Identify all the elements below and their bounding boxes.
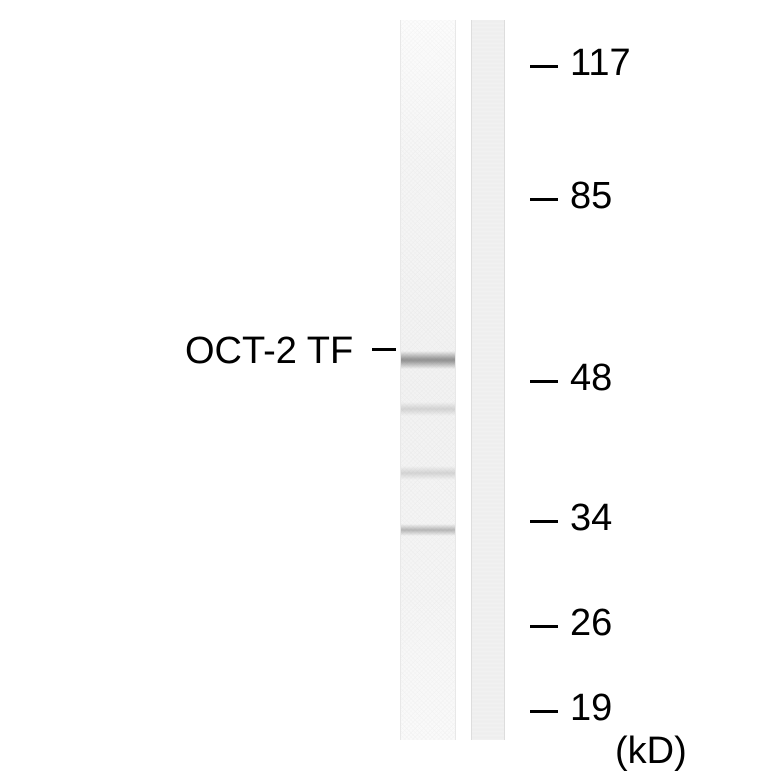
protein-tick xyxy=(372,348,396,351)
protein-label: OCT-2 TF xyxy=(185,330,353,373)
marker-tick xyxy=(530,520,558,523)
western-blot-figure: OCT-2 TF 1178548342619 (kD) xyxy=(0,0,764,764)
blot-lane-marker xyxy=(471,20,505,740)
marker-label: 117 xyxy=(570,42,631,85)
blot-lane-sample xyxy=(400,20,456,740)
marker-tick xyxy=(530,710,558,713)
marker-tick xyxy=(530,380,558,383)
lane-texture xyxy=(401,20,455,740)
unit-label: (kD) xyxy=(615,730,687,773)
marker-label: 26 xyxy=(570,602,612,645)
protein-band xyxy=(401,402,455,416)
marker-tick xyxy=(530,198,558,201)
marker-label: 48 xyxy=(570,357,612,400)
marker-label: 34 xyxy=(570,497,612,540)
protein-band xyxy=(401,351,455,369)
marker-tick xyxy=(530,65,558,68)
marker-label: 85 xyxy=(570,175,612,218)
protein-band xyxy=(401,466,455,480)
marker-tick xyxy=(530,625,558,628)
marker-label: 19 xyxy=(570,687,612,730)
protein-band xyxy=(401,524,455,536)
